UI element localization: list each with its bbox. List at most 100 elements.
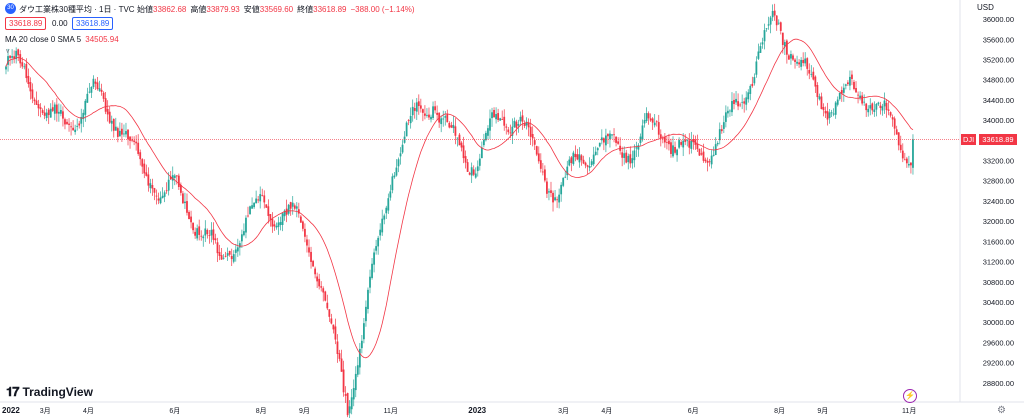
time-tick-label: 3月 [558, 407, 569, 415]
candle-body [192, 222, 194, 231]
candle-body [899, 144, 902, 151]
candle-body [352, 388, 355, 400]
candle-body [808, 69, 811, 74]
lightning-icon[interactable]: ⚡ [903, 389, 917, 403]
spread-value: 0.00 [52, 19, 68, 28]
candle-body [19, 54, 22, 64]
candle-body [729, 110, 731, 112]
candle-body [220, 255, 223, 260]
candle-body [869, 105, 872, 109]
candle-body [98, 88, 101, 91]
candle-body [871, 103, 874, 111]
candle-body [267, 206, 270, 216]
price-axis[interactable]: 28800.00 29200.00 29600.00 30000.00 30400.00… [983, 15, 1014, 388]
candle-body [33, 99, 36, 102]
candle-body [792, 55, 794, 60]
candle-body [903, 159, 906, 161]
candle-body [210, 229, 213, 236]
candle-body [179, 184, 182, 193]
collapse-toggle-icon[interactable]: v [6, 48, 10, 55]
candle-body [505, 126, 508, 128]
ohlc-value: 33862.68 [153, 5, 187, 14]
tradingview-logo[interactable]: 𝟏𝟕 TradingView [6, 384, 93, 400]
candle-body [88, 91, 91, 93]
candle-body [346, 393, 349, 416]
candle-body [647, 113, 650, 119]
candle-body [49, 108, 52, 118]
candle-body [596, 148, 599, 151]
candle-body [816, 85, 819, 98]
candle-body [287, 204, 290, 214]
candle-body [407, 120, 410, 121]
candle-body [883, 100, 886, 107]
candle-body [234, 249, 237, 253]
buy-price-box[interactable]: 33618.89 [72, 17, 114, 30]
candle-body [912, 139, 914, 168]
candle-body [688, 140, 691, 148]
candle-body [169, 176, 172, 180]
price-tick-label: 30800.00 [983, 278, 1014, 287]
candle-body [226, 253, 229, 256]
time-tick-label: 6月 [688, 407, 699, 415]
header-title[interactable]: ダウ工業株30種平均 · 1日 · TVC [19, 5, 135, 14]
candle-body [621, 152, 624, 158]
candle-body [322, 288, 325, 293]
candle-body [350, 397, 353, 410]
candle-body [576, 154, 579, 160]
candle-body [230, 256, 233, 260]
candle-body [474, 173, 477, 178]
time-axis[interactable]: 2022 3月 4月 6月 8月 9月 11月 2023 3月 4月 6月 8月 9月 11月 [2, 406, 916, 415]
candle-body [66, 121, 68, 125]
candle-body [875, 103, 878, 110]
candle-body [186, 201, 188, 213]
time-tick-label: 9月 [817, 407, 828, 415]
candle-body [543, 169, 546, 181]
candle-body [476, 166, 479, 172]
candle-body [796, 61, 798, 64]
candle-body [281, 213, 284, 225]
candle-body [45, 112, 48, 119]
candle-body [295, 206, 298, 209]
sell-price-box[interactable]: 33618.89 [5, 17, 47, 30]
candle-body [497, 113, 500, 120]
currency-label[interactable]: USD [977, 3, 994, 12]
candle-body [432, 106, 434, 118]
candle-body [666, 141, 668, 143]
price-tick-label: 30400.00 [983, 298, 1014, 307]
candle-body [428, 114, 430, 118]
candle-body [846, 82, 849, 85]
candle-body [893, 118, 896, 129]
candle-body [249, 206, 251, 215]
candle-body [905, 158, 908, 164]
candle-body [480, 147, 483, 159]
candle-body [529, 126, 532, 137]
candle-body [51, 107, 54, 111]
candle-body [354, 373, 357, 391]
indicator-legend[interactable]: MA 20 close 0 SMA 5 34505.94 [5, 35, 119, 44]
candle-body [43, 112, 46, 116]
candle-body [487, 128, 489, 136]
candle-body [552, 192, 554, 203]
gear-icon[interactable]: ⚙ [997, 405, 1006, 416]
candle-body [682, 140, 685, 148]
candle-body [399, 153, 402, 157]
candle-body [273, 224, 276, 227]
candle-body [385, 207, 388, 214]
candle-body [218, 252, 221, 256]
candle-body [173, 175, 176, 178]
candle-body [570, 157, 573, 164]
price-tick-label: 31200.00 [983, 258, 1014, 267]
price-tick-label: 33200.00 [983, 157, 1014, 166]
ma-line [5, 38, 914, 359]
candle-body [200, 235, 203, 237]
price-tick-label: 35600.00 [983, 35, 1014, 44]
candle-body [873, 109, 876, 112]
candle-body [511, 126, 514, 136]
candle-body [255, 198, 258, 204]
current-price-tag: DJI 33618.89 [961, 133, 1017, 145]
candle-body [84, 100, 87, 115]
candle-body [678, 140, 681, 148]
candle-body [342, 369, 345, 393]
candle-body [633, 150, 636, 161]
